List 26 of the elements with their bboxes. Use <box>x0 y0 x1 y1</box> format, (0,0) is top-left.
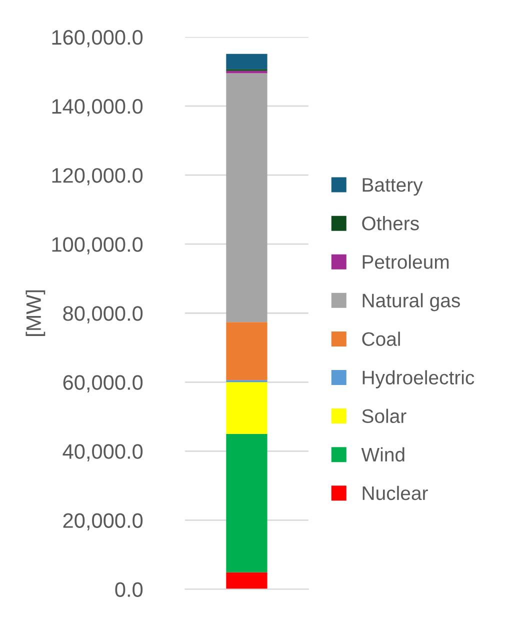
y-tick-label: 160,000.0 <box>52 30 143 48</box>
y-tick-label: 0.0 <box>115 582 143 597</box>
legend-label: Hydroelectric <box>362 370 474 388</box>
legend-label: Nuclear <box>362 486 428 500</box>
legend-label: Natural gas <box>362 293 460 312</box>
legend-label: Battery <box>362 178 423 196</box>
bar <box>226 322 268 380</box>
y-tick-label: 40,000.0 <box>62 444 143 462</box>
y-tick-label: 80,000.0 <box>63 306 143 324</box>
bar <box>226 434 268 572</box>
bar <box>226 73 268 322</box>
y-tick-label: 140,000.0 <box>52 99 143 116</box>
legend-label: Wind <box>361 447 404 462</box>
legend-label: Solar <box>362 408 406 424</box>
y-tick-label: 20,000.0 <box>63 513 143 530</box>
legend-label: Others <box>362 216 419 230</box>
y-axis-title: [MW] <box>26 290 46 336</box>
bar <box>226 382 268 434</box>
y-tick-label: 60,000.0 <box>63 375 143 392</box>
bar <box>226 54 268 70</box>
y-tick-label: 100,000.0 <box>52 237 143 254</box>
bar <box>226 572 268 590</box>
y-tick-label: 120,000.0 <box>52 168 143 186</box>
legend-label: Coal <box>362 332 400 346</box>
bar <box>226 70 268 74</box>
legend-label: Petroleum <box>362 254 449 269</box>
